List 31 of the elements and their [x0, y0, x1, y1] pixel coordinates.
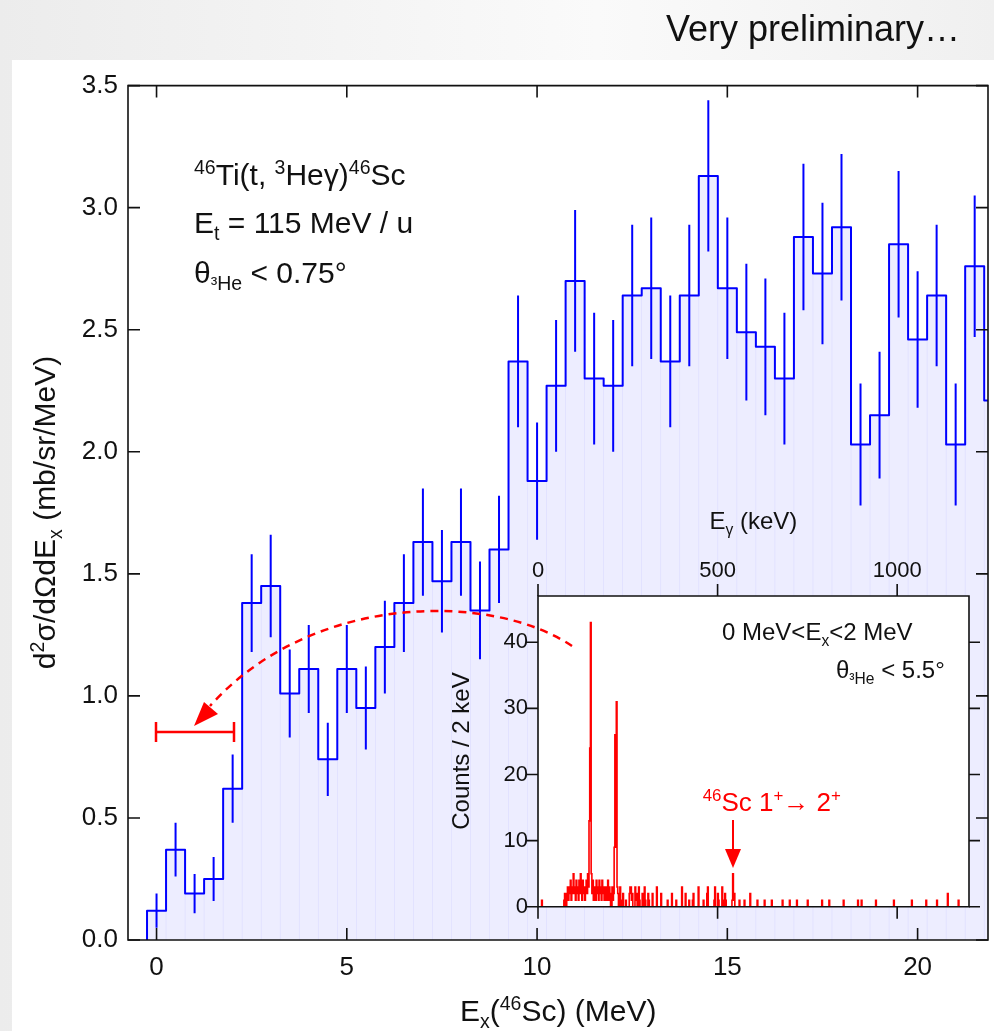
x-axis-title: E$_{x}$($^{46}$Sc) (MeV) [460, 992, 657, 1031]
y-tick-label: 2.5 [81, 312, 118, 343]
annotation: θ$_{³He}$ < 5.5° [836, 656, 945, 688]
x-tick-label: 500 [699, 556, 736, 582]
y-tick-label: 3.5 [81, 68, 118, 99]
y-tick-label: 0.0 [81, 923, 118, 954]
y-tick-label: 1.5 [81, 557, 118, 587]
annotation: 0 MeV<E$_{x}$<2 MeV [722, 618, 913, 650]
x-axis-title: E$_{γ}$ (keV) [709, 507, 798, 539]
annotation: $^{46}$Sc 1$^{+}$→ 2$^{+}$ [702, 785, 841, 818]
y-tick-label: 1.0 [81, 679, 118, 710]
annotation: E$_{t}$ = 115 MeV / u [194, 205, 414, 245]
y-tick-label: 0.5 [81, 801, 118, 832]
annotation: θ$_{³He}$ < 0.75° [194, 255, 347, 295]
y-tick-label: 2.0 [81, 434, 118, 465]
annotation: $^{46}$Ti(t, $^{3}$Heγ)$^{46}$Sc [194, 155, 406, 192]
x-tick-label: 20 [903, 950, 933, 981]
y-axis-title: Counts / 2 keV [446, 672, 475, 831]
x-tick-label: 5 [339, 950, 355, 981]
x-tick-label: 10 [522, 950, 552, 981]
chart-title: Very preliminary… [665, 8, 960, 50]
y-tick-label: 10 [503, 826, 528, 852]
y-tick-label: 30 [503, 694, 528, 720]
x-tick-label: 1000 [872, 556, 922, 582]
y-tick-label: 40 [503, 628, 528, 654]
y-tick-label: 20 [503, 760, 528, 786]
x-tick-label: 0 [531, 556, 545, 582]
x-tick-label: 15 [712, 950, 742, 981]
y-tick-label: 0 [515, 892, 528, 918]
y-tick-label: 3.0 [81, 190, 118, 221]
x-tick-label: 0 [149, 950, 164, 981]
